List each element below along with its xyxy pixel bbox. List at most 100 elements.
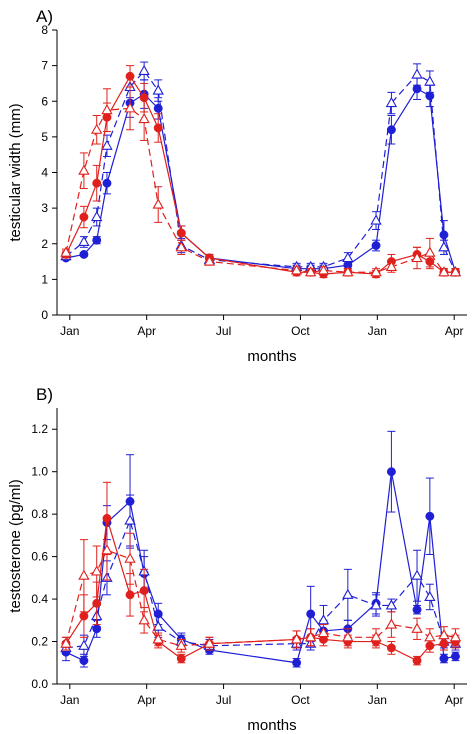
data-point	[386, 467, 396, 477]
data-point	[78, 235, 90, 247]
data-point	[370, 631, 382, 642]
data-point	[385, 618, 398, 629]
data-point	[317, 264, 330, 275]
series-line	[65, 87, 457, 273]
series-red-solid	[61, 65, 460, 279]
series-blue-solid	[61, 430, 460, 668]
data-point	[79, 249, 89, 259]
y-tick-label: 0.6	[31, 550, 48, 564]
data-point	[139, 586, 149, 596]
x-tick-label: Oct	[291, 324, 310, 338]
x-tick-label: Apr	[445, 324, 464, 338]
data-point	[439, 654, 449, 663]
data-point	[79, 656, 89, 666]
series-line	[65, 75, 456, 275]
data-point	[138, 614, 150, 625]
data-point	[175, 241, 187, 252]
x-tick-label: Jul	[216, 693, 231, 707]
data-point	[305, 631, 317, 642]
series-blue-solid	[61, 77, 460, 277]
data-point	[451, 651, 460, 661]
data-point	[203, 637, 216, 648]
data-point	[425, 91, 435, 101]
data-point	[342, 251, 354, 263]
data-point	[424, 590, 436, 602]
data-point	[101, 544, 113, 555]
data-point	[386, 643, 396, 653]
data-point	[176, 654, 186, 663]
series-line	[65, 518, 456, 662]
data-point	[438, 241, 450, 252]
data-point	[152, 198, 164, 209]
data-point	[438, 266, 450, 277]
data-point	[305, 266, 317, 277]
data-point	[342, 588, 354, 599]
data-point	[124, 514, 136, 525]
y-tick-label: 0	[41, 308, 48, 322]
data-point	[125, 71, 135, 81]
data-point	[424, 75, 436, 86]
series-red-dashed	[60, 520, 462, 653]
y-tick-label: 0.4	[31, 592, 48, 606]
data-point	[78, 164, 90, 175]
data-point	[125, 590, 135, 600]
data-point	[292, 658, 302, 668]
y-tick-label: 1	[41, 272, 48, 286]
panel-a: 0 1 2 3 4 5 6 7 8 Jan Apr Jul Oct Jan Apr A) months testi…	[7, 7, 467, 365]
x-axis-label: months	[247, 717, 296, 734]
data-point	[152, 633, 164, 644]
y-tick-label: 8	[41, 23, 48, 37]
data-point	[370, 214, 382, 225]
y-axis-label: testosterone (pg/ml)	[7, 479, 24, 612]
y-tick-label: 3	[41, 201, 48, 215]
data-point	[124, 552, 136, 563]
panel-label: B)	[36, 385, 53, 404]
data-point	[79, 212, 89, 222]
x-tick-label: Jul	[216, 324, 231, 338]
data-point	[91, 123, 103, 134]
series-line	[65, 549, 456, 647]
data-point	[79, 611, 89, 621]
x-tick-label: Apr	[137, 693, 156, 707]
data-point	[91, 210, 103, 222]
x-tick-label: Jan	[60, 693, 79, 707]
data-point	[425, 511, 435, 521]
data-point	[370, 599, 382, 610]
data-point	[411, 68, 423, 79]
data-point	[152, 84, 164, 95]
data-point	[124, 102, 136, 113]
y-tick-label: 7	[41, 59, 48, 73]
data-point	[102, 178, 112, 188]
data-point	[317, 614, 330, 625]
data-point	[412, 656, 422, 666]
y-tick-label: 6	[41, 94, 48, 108]
x-axis-label: months	[247, 348, 296, 365]
data-point	[152, 620, 164, 631]
data-point	[342, 631, 354, 642]
data-point	[424, 631, 436, 642]
data-point	[385, 599, 398, 610]
data-point	[385, 260, 398, 271]
data-point	[386, 125, 396, 135]
series-blue-dashed	[60, 61, 462, 277]
data-point	[175, 639, 187, 650]
data-point	[60, 246, 72, 257]
data-point	[101, 104, 113, 115]
data-point	[92, 178, 102, 188]
data-point	[306, 609, 316, 619]
data-point	[412, 84, 422, 94]
data-point	[317, 626, 330, 638]
data-point	[91, 565, 103, 576]
x-tick-label: Jan	[60, 324, 79, 338]
series-line	[65, 518, 456, 649]
data-point	[371, 241, 381, 250]
data-point	[176, 228, 186, 238]
x-tick-label: Apr	[445, 693, 464, 707]
y-tick-label: 0.8	[31, 507, 48, 521]
panel-label: A)	[36, 7, 53, 26]
y-tick-label: 1.0	[31, 465, 48, 479]
data-point	[92, 598, 102, 608]
panel-b: 0.0 0.2 0.4 0.6 0.8 1.0 1.2 Jan Apr Jul Oct Jan Apr B…	[7, 385, 467, 734]
series-line	[65, 471, 456, 664]
